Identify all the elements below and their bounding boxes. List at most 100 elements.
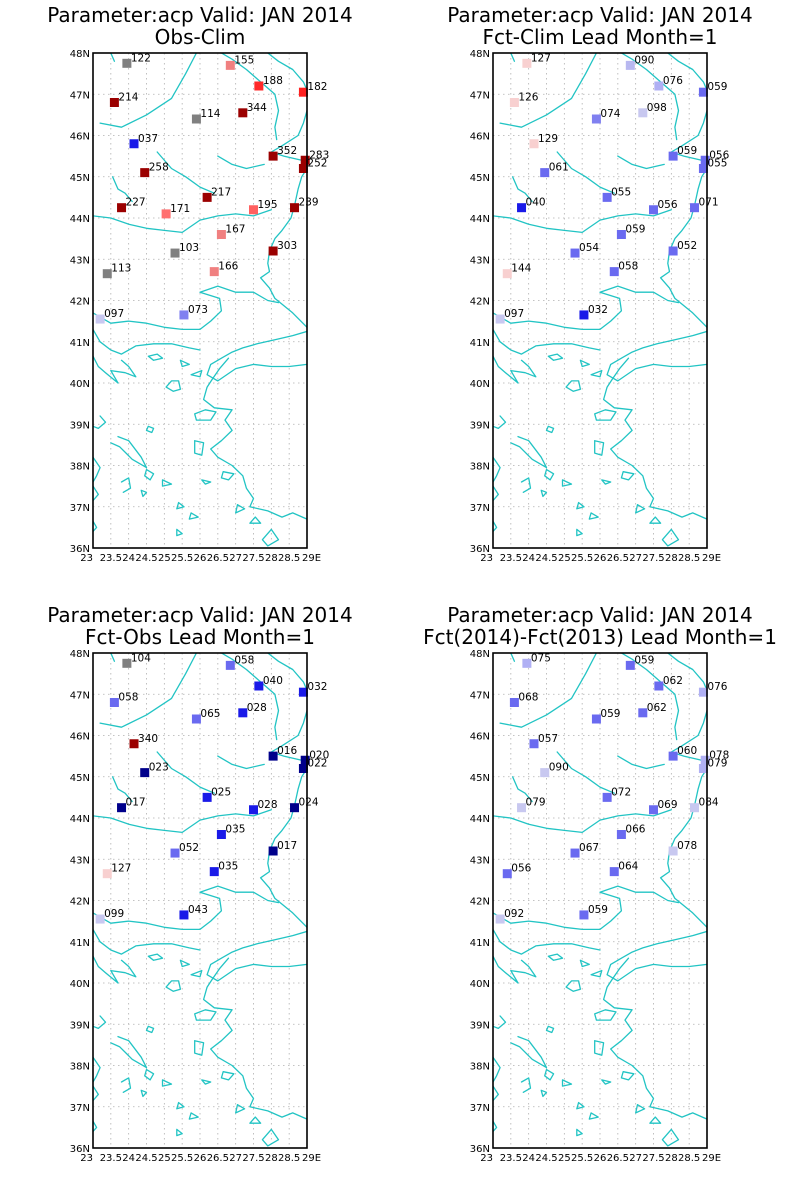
y-tick-label: 46N	[470, 732, 490, 743]
coastline	[93, 285, 280, 331]
station-marker	[502, 269, 512, 279]
station-value-label: 058	[234, 654, 254, 666]
station-value-label: 062	[663, 675, 683, 687]
station-marker	[191, 114, 201, 124]
station-value-label: 016	[277, 745, 297, 757]
station-marker	[202, 192, 212, 202]
coastline	[493, 415, 507, 430]
station-value-label: 056	[658, 199, 678, 211]
map-frame	[492, 652, 708, 1149]
station-marker	[102, 269, 112, 279]
station-marker	[238, 708, 248, 718]
station-marker	[129, 739, 139, 749]
coastline	[576, 1128, 583, 1137]
station-value-label: 155	[234, 54, 254, 66]
y-tick-label: 37N	[470, 503, 490, 514]
station-marker	[609, 267, 619, 277]
coastline	[493, 209, 672, 234]
station-value-label: 352	[277, 145, 297, 157]
station-marker	[522, 658, 532, 668]
coastline	[493, 1085, 499, 1102]
station-marker	[129, 139, 139, 149]
coastline	[179, 359, 190, 368]
coastline	[588, 512, 599, 520]
station-value-label: 098	[647, 102, 667, 114]
x-tick-label: 28.5	[278, 1153, 300, 1164]
station-marker	[268, 151, 278, 161]
coastline	[93, 415, 107, 430]
station-value-label: 067	[579, 842, 599, 854]
station-marker	[249, 205, 258, 215]
station-value-label: 079	[707, 758, 727, 770]
y-tick-label: 48N	[470, 649, 490, 660]
station-value-label: 040	[263, 675, 283, 687]
station-marker	[649, 205, 658, 215]
station-value-label: 059	[634, 654, 654, 666]
x-tick-label: 23.5	[100, 553, 122, 564]
station-marker	[209, 267, 219, 277]
coastline	[110, 653, 116, 662]
coastline	[594, 1009, 617, 1021]
station-value-label: 076	[707, 681, 727, 693]
coastline	[493, 1015, 507, 1030]
y-tick-label: 47N	[70, 90, 90, 101]
station-marker	[602, 792, 612, 802]
station-value-label: 195	[258, 199, 278, 211]
station-marker	[579, 910, 589, 920]
station-marker	[540, 768, 550, 778]
x-tick-label: 23.5	[100, 1153, 122, 1164]
coastline	[111, 176, 133, 203]
y-tick-label: 47N	[470, 90, 490, 101]
map-frame	[492, 52, 708, 549]
coastline	[547, 953, 564, 961]
station-marker	[540, 168, 550, 178]
station-value-label: 127	[531, 52, 551, 64]
station-value-label: 344	[247, 102, 267, 114]
coastline	[606, 930, 707, 982]
station-value-label: 303	[277, 240, 297, 252]
chart-subtitle: Fct-Obs Lead Month=1	[85, 625, 315, 649]
station-marker	[109, 98, 119, 107]
station-value-label: 024	[299, 797, 319, 809]
station-marker	[509, 98, 519, 107]
station-value-label: 099	[104, 908, 124, 920]
coastline	[635, 1104, 646, 1114]
station-marker	[668, 246, 678, 256]
station-value-label: 028	[258, 799, 278, 811]
coastline	[661, 1128, 680, 1147]
x-tick-label: 27.5	[242, 1153, 264, 1164]
station-value-label: 059	[625, 224, 645, 236]
station-marker	[602, 192, 612, 202]
station-marker	[625, 660, 635, 670]
map-chart-svg: Parameter:acp Valid: JAN 2014Fct(2014)-F…	[423, 603, 777, 1164]
coastline	[579, 959, 590, 968]
coastline	[270, 710, 307, 763]
station-marker	[700, 755, 710, 765]
station-marker	[638, 108, 648, 118]
station-marker	[225, 60, 235, 70]
x-tick-label: 23	[480, 553, 493, 564]
coastline	[156, 751, 215, 794]
coastline	[579, 359, 590, 368]
coastline	[588, 1112, 599, 1120]
station-marker	[517, 203, 527, 213]
x-tick-label: 24.5	[535, 1153, 557, 1164]
x-tick-label: 26	[594, 553, 607, 564]
y-tick-label: 39N	[470, 420, 490, 431]
station-marker	[591, 714, 601, 724]
y-tick-label: 47N	[470, 690, 490, 701]
coastline	[556, 151, 615, 194]
station-marker	[290, 203, 300, 213]
coastline	[145, 1025, 155, 1034]
y-tick-label: 38N	[70, 1062, 90, 1073]
y-tick-label: 36N	[70, 544, 90, 555]
y-tick-label: 48N	[470, 49, 490, 60]
coastline	[493, 885, 680, 931]
station-value-label: 097	[104, 308, 124, 320]
station-value-label: 058	[618, 261, 638, 273]
coastline	[511, 776, 533, 803]
station-value-label: 068	[518, 692, 538, 704]
station-value-label: 076	[663, 75, 683, 87]
station-marker	[616, 230, 626, 239]
y-tick-label: 44N	[470, 214, 490, 225]
